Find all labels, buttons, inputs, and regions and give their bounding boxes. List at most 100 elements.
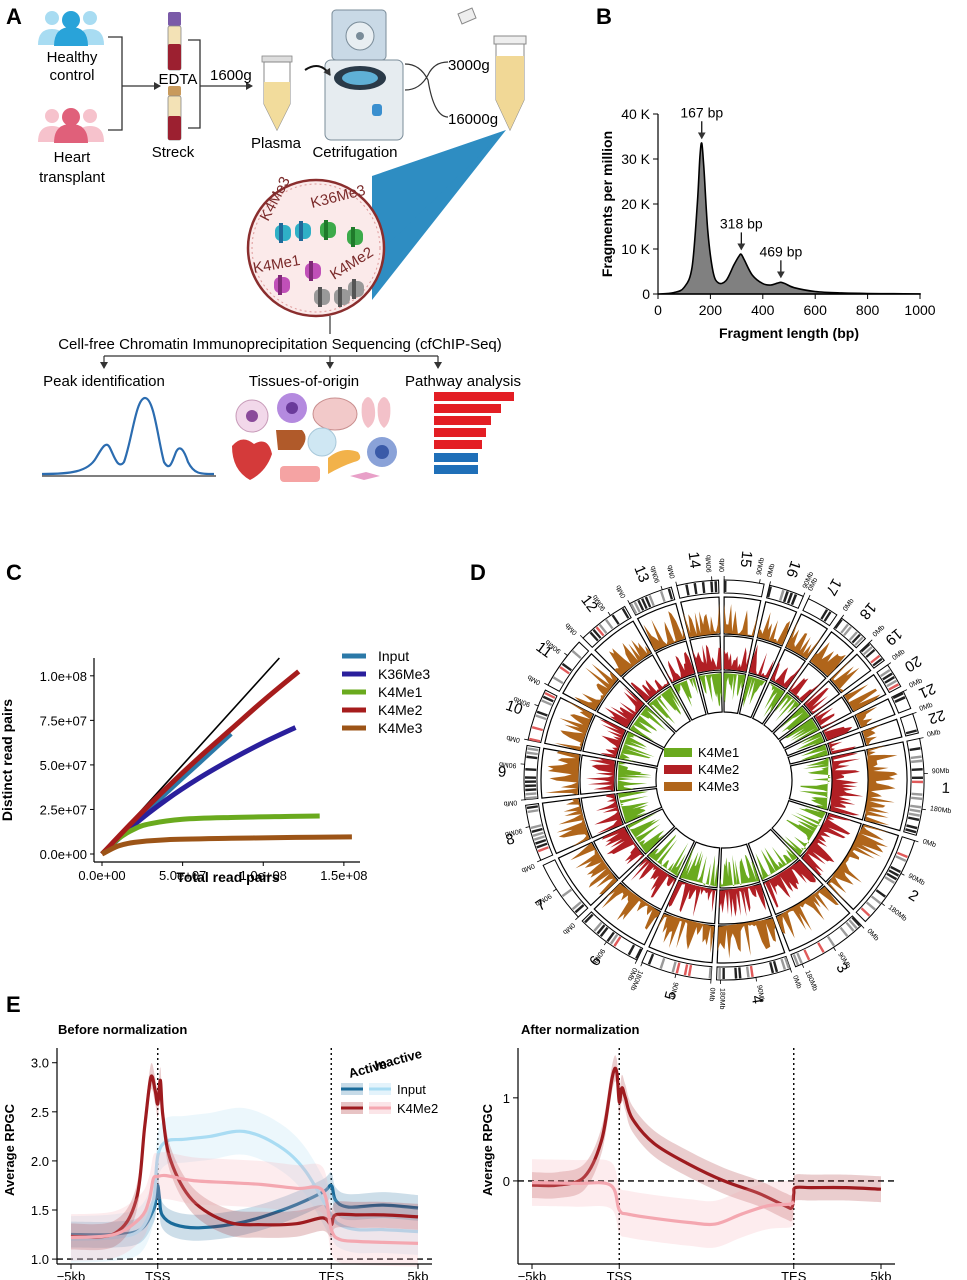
track-k4me3: [657, 914, 715, 954]
track-k4me2: [770, 661, 803, 689]
chromosome-tick-label: 180Mb: [929, 805, 951, 815]
e-left-title: Before normalization: [58, 1022, 187, 1037]
panel-a: Healthy control Heart transplant EDTA St…: [38, 7, 527, 482]
streck-label: Streck: [152, 144, 195, 161]
track-k4me1: [648, 687, 688, 729]
e-y-tick-label: 1.0: [31, 1252, 49, 1267]
b-x-tick-label: 0: [654, 302, 662, 318]
track-k4me1: [755, 843, 798, 880]
track-k4me3: [827, 824, 891, 902]
panel-letter-d: D: [470, 560, 486, 585]
track-k4me1: [629, 706, 667, 742]
chromosome-label: 12: [577, 592, 601, 616]
c-series-k4me3: [100, 834, 352, 857]
b-x-label: Fragment length (bp): [719, 325, 859, 341]
e-left-y-label: Average RPGC: [2, 1103, 17, 1196]
chromosome-tick-label: 90Mb: [932, 768, 950, 776]
track-k4me3: [601, 883, 661, 930]
e-x-tick-label: TES: [781, 1269, 807, 1280]
plasma-label: Plasma: [251, 135, 302, 152]
track-k4me1: [648, 834, 689, 877]
track-k4me3: [609, 640, 652, 676]
chromosome-label: 16: [782, 558, 803, 579]
c-legend-label: K4Me1: [378, 684, 423, 700]
heart-transplant-people-icon: [38, 108, 104, 143]
plasma-tube-icon: [261, 55, 293, 132]
track-k4me2: [814, 707, 839, 729]
panel-letter-a: A: [6, 4, 22, 29]
track-k4me2: [601, 827, 644, 865]
c-x-tick-label: 0.0e+00: [78, 868, 125, 883]
chromosome-label: 21: [916, 679, 938, 701]
analysis-tissue-label: Tissues-of-origin: [249, 373, 359, 390]
track-k4me1: [617, 761, 652, 791]
chromosome-tick-label: 0Mb: [865, 928, 880, 943]
b-y-label: Fragments per million: [599, 131, 615, 277]
track-k4me2: [804, 684, 830, 714]
centrifuge-icon: [324, 9, 404, 141]
track-k4me1: [720, 854, 760, 887]
chromosome-tick-label: 90Mb: [907, 873, 926, 887]
zoom-wedge: [372, 130, 506, 300]
track-k4me3: [757, 612, 791, 646]
chromosome-tick-label: 0Mb: [922, 838, 937, 849]
c-legend-label: Input: [378, 648, 409, 664]
d-legend-swatch: [664, 765, 692, 774]
method-label: Cell-free Chromatin Immunoprecipitation …: [58, 336, 502, 353]
c-y-tick-label: 7.5e+07: [40, 713, 87, 728]
track-k4me3: [865, 745, 898, 826]
c-x-tick-label: 1.5e+08: [320, 868, 367, 883]
track-k4me3: [786, 621, 823, 659]
chromosome-14: 14 0Mb 90Mb: [667, 551, 723, 715]
b-x-tick-label: 1000: [904, 302, 935, 318]
e-confidence-band: [71, 1152, 418, 1267]
e-left-legend: Active Inactive Input K4Me2: [341, 1046, 438, 1116]
c-y-label: Distinct read pairs: [0, 699, 15, 821]
e-x-tick-label: TSS: [145, 1269, 171, 1280]
track-k4me2: [630, 858, 676, 898]
b-y-tick-label: 30 K: [621, 151, 650, 167]
c-y-tick-label: 0.0e+00: [40, 847, 87, 862]
e-x-tick-label: 5kb: [408, 1269, 429, 1280]
track-k4me3: [717, 918, 776, 959]
tissue-icons: [232, 393, 397, 482]
chromosome-tick-label: 180Mb: [718, 988, 725, 1010]
c-legend-label: K4Me3: [378, 720, 423, 736]
d-legend-label: K4Me2: [698, 762, 739, 777]
chromosome-tick-label: 0Mb: [708, 987, 716, 1001]
e-x-tick-label: 5kb: [871, 1269, 892, 1280]
track-k4me3: [643, 611, 686, 651]
chromosome-label: 22: [926, 706, 947, 727]
panel-c-library-complexity-chart: 0.0e+00 5.0e+07 1.0e+08 1.5e+08 0.0e+00 2.5e…: [0, 648, 430, 885]
c-y-tick-label: 2.5e+07: [40, 802, 87, 817]
chromosome-tick-label: 0Mb: [503, 799, 517, 807]
track-k4me2: [828, 740, 856, 754]
chromosome-15: 15 0Mb 90Mb: [719, 550, 766, 715]
track-k4me3: [810, 642, 846, 677]
edta-tube-icon: [167, 12, 182, 71]
pathway-bars-icon: [434, 392, 514, 474]
chromosome-tick-label: 0Mb: [767, 563, 777, 578]
track-k4me3: [545, 751, 580, 795]
edta-label: EDTA: [159, 71, 198, 88]
track-k4me2: [668, 881, 717, 917]
track-k4me2: [594, 794, 623, 834]
chromosome-tick-label: 0Mb: [919, 702, 934, 713]
c-series-k36me3: [100, 725, 297, 856]
e-y-tick-label: 1: [503, 1091, 510, 1106]
chromosome-tick-label: 90Mb: [756, 557, 766, 576]
track-k4me2: [789, 673, 822, 702]
track-k4me2: [692, 644, 721, 673]
track-k4me1: [779, 706, 810, 733]
chromosome-label: 17: [822, 575, 845, 598]
e-y-tick-label: 0: [503, 1174, 510, 1189]
c-series-k4me2: [100, 669, 301, 856]
c-y-tick-label: 5.0e+07: [40, 758, 87, 773]
c-y-tick-label: 1.0e+08: [40, 669, 87, 684]
c-x-tick-label: 1.0e+08: [240, 868, 287, 883]
chromosome-tick-label: 90Mb: [668, 981, 679, 1000]
e-x-tick-label: −5kb: [518, 1269, 547, 1280]
